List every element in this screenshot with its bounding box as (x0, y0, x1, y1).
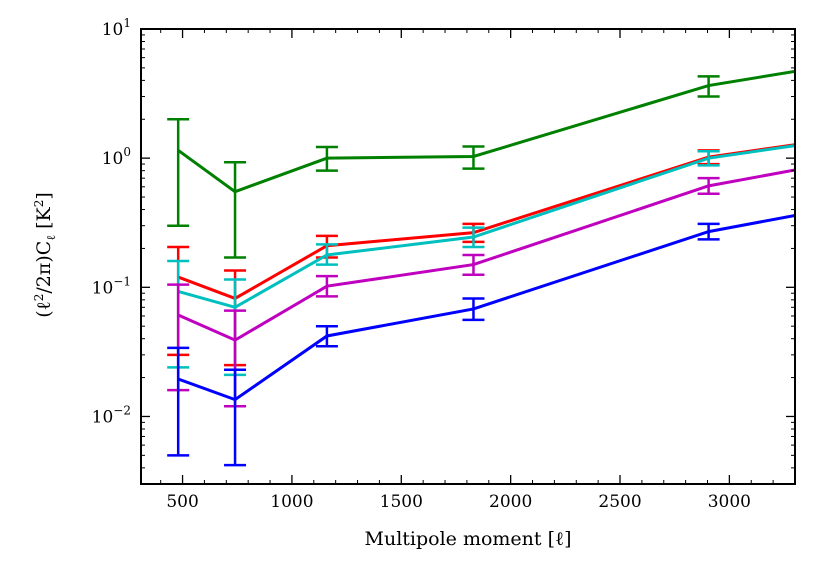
y-tick-base: 10 (92, 407, 114, 427)
y-tick-exponent: −1 (113, 274, 131, 288)
series-layer (167, 69, 795, 467)
x-tick-label: 500 (166, 492, 198, 512)
y-title-unit-close: ] (33, 192, 55, 199)
x-axis-title: Multipole moment [ℓ] (365, 528, 572, 550)
series-line-green (177, 69, 795, 194)
series-line-blue (177, 213, 795, 402)
series-blue (167, 213, 795, 467)
series-cyan (167, 144, 795, 377)
series-line-cyan (177, 144, 795, 309)
y-title-sup: 2 (32, 294, 46, 302)
series-green (167, 69, 795, 259)
series-line-red (177, 143, 795, 301)
series-line-magenta (177, 168, 795, 342)
y-title-unit-sup: 2 (32, 200, 46, 208)
y-tick-base: 10 (102, 20, 124, 40)
y-tick-base: 10 (92, 278, 114, 298)
y-axis-title: (ℓ2/2π)Cℓ [K2] (32, 192, 58, 318)
y-tick-label: 100 (102, 145, 131, 169)
x-tick-label: 2500 (598, 492, 641, 512)
y-tick-exponent: 0 (123, 145, 131, 159)
y-tick-label: 101 (102, 16, 131, 40)
y-title-unit-open: [K (33, 206, 55, 234)
x-tick-label: 3000 (708, 492, 751, 512)
plot-frame (140, 28, 796, 485)
y-title-mid: /2π)C (33, 241, 55, 294)
series-magenta (167, 168, 795, 408)
ticks-layer (141, 28, 796, 485)
x-tick-label: 1000 (270, 492, 313, 512)
y-tick-label: 10−2 (92, 403, 131, 427)
y-tick-exponent: −2 (113, 403, 131, 417)
y-title-sub: ℓ (44, 235, 58, 241)
y-title-open: (ℓ (33, 301, 55, 318)
y-tick-base: 10 (102, 149, 124, 169)
y-tick-label: 10−1 (92, 274, 131, 298)
x-tick-label: 1500 (380, 492, 423, 512)
x-tick-label: 2000 (489, 492, 532, 512)
y-tick-exponent: 1 (123, 16, 131, 30)
